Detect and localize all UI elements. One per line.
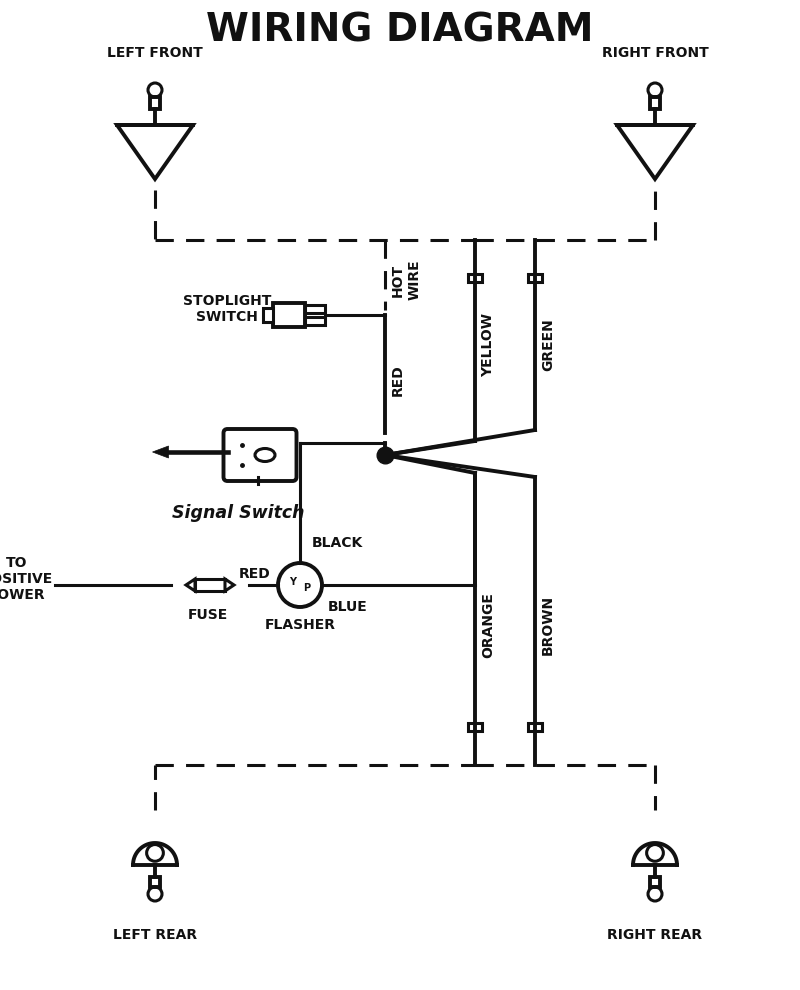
Bar [305,305,325,313]
Bar [650,97,660,109]
Text: RED: RED [239,567,271,581]
Bar [150,97,160,109]
Bar [468,274,482,282]
FancyBboxPatch shape [223,429,297,481]
Bar [195,579,225,591]
Text: HOT
WIRE: HOT WIRE [391,259,421,300]
Bar [650,877,660,887]
Text: RIGHT FRONT: RIGHT FRONT [602,46,708,60]
Text: WIRING DIAGRAM: WIRING DIAGRAM [206,11,594,49]
Text: LEFT REAR: LEFT REAR [113,928,197,942]
Text: FLASHER: FLASHER [265,618,335,632]
Bar [528,274,542,282]
Text: GREEN: GREEN [541,319,555,371]
Bar [528,723,542,731]
Text: P: P [303,583,310,593]
Text: STOPLIGHT
SWITCH: STOPLIGHT SWITCH [183,294,271,324]
Circle shape [278,563,322,607]
Polygon shape [153,446,169,458]
Text: RIGHT REAR: RIGHT REAR [607,928,702,942]
Text: BLUE: BLUE [328,600,368,614]
Text: TO
POSITIVE
POWER: TO POSITIVE POWER [0,555,53,602]
Text: Y: Y [290,577,297,587]
Bar [273,303,305,327]
Bar [305,317,325,326]
Bar [263,309,273,322]
Text: Signal Switch: Signal Switch [172,504,304,522]
Text: BROWN: BROWN [541,595,555,655]
Bar [150,877,160,887]
Text: FUSE: FUSE [188,608,228,622]
Text: LEFT FRONT: LEFT FRONT [107,46,203,60]
Polygon shape [225,579,234,591]
Text: BLACK: BLACK [312,536,363,550]
Bar [468,723,482,731]
Text: ORANGE: ORANGE [481,592,495,658]
Polygon shape [186,579,195,591]
Text: YELLOW: YELLOW [481,313,495,377]
Text: RED: RED [391,364,405,396]
